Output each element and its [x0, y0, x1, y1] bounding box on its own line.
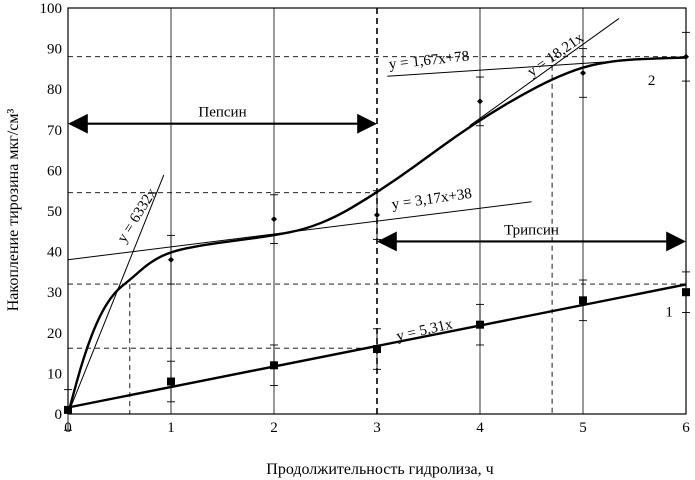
data-point — [270, 361, 278, 370]
fit-label: y = 18,21x — [525, 30, 588, 81]
x-axis-label: Продолжительность гидролиза, ч — [266, 461, 493, 478]
data-point — [271, 216, 277, 223]
data-point — [579, 296, 587, 305]
data-point — [477, 98, 483, 105]
x-tick-label: 5 — [579, 420, 587, 436]
y-tick-label: 30 — [47, 285, 62, 301]
series-line — [66, 56, 687, 415]
y-tick-label: 90 — [47, 42, 62, 58]
fit-line — [469, 18, 620, 127]
y-tick-label: 20 — [47, 326, 62, 342]
x-tick-label: 3 — [373, 420, 381, 436]
fit-line — [67, 174, 165, 415]
axes — [67, 7, 687, 415]
range-label: Пепсин — [198, 105, 246, 121]
y-tick-label: 80 — [47, 82, 62, 98]
y-tick-label: 50 — [47, 204, 62, 220]
y-tick-label: 0 — [55, 407, 63, 423]
data-point — [167, 377, 175, 386]
series-label: 2 — [648, 73, 656, 89]
x-tick-label: 6 — [682, 420, 690, 436]
data-point — [168, 256, 174, 263]
data-point — [580, 69, 586, 76]
y-tick-label: 60 — [47, 163, 62, 179]
fit-label: y = 6332x — [114, 185, 160, 246]
y-tick-label: 100 — [40, 1, 63, 17]
data-point — [476, 320, 484, 329]
x-tick-label: 2 — [270, 420, 278, 436]
y-tick-label: 40 — [47, 245, 62, 261]
plot-frame — [67, 7, 687, 415]
x-tick-label: 0 — [64, 420, 72, 436]
data-point — [373, 345, 381, 354]
fit-label: y = 3,17x+38 — [391, 186, 473, 213]
range-label: Трипсин — [504, 222, 559, 238]
y-axis-label: Накопление тирозина мкг/см³ — [5, 109, 22, 312]
fit-label: y = 1,67x+78 — [388, 49, 470, 73]
y-tick-label: 70 — [47, 123, 62, 139]
annotations: Пепсин Трипсин — [68, 105, 686, 252]
data-point — [374, 212, 380, 219]
series-label: 1 — [665, 305, 673, 321]
x-tick-label: 1 — [167, 420, 175, 436]
x-tick-label: 4 — [476, 420, 484, 436]
y-tick-label: 10 — [47, 366, 62, 382]
